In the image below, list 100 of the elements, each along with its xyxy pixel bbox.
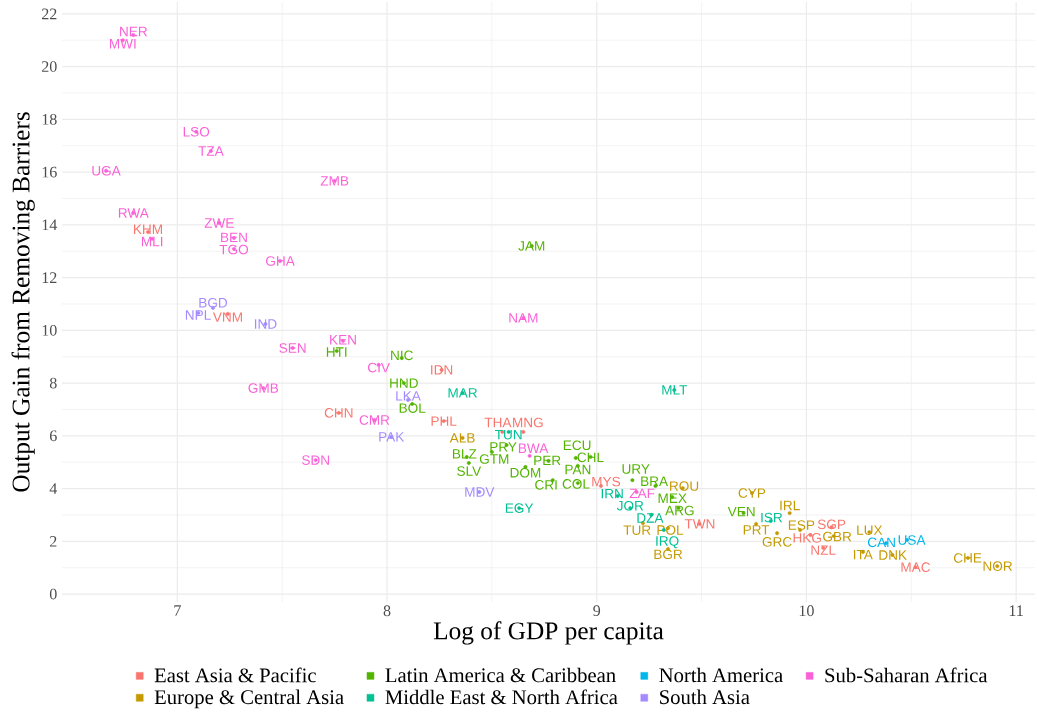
data-label: ISR xyxy=(761,512,783,523)
data-label: MWI xyxy=(109,39,136,49)
point xyxy=(527,453,532,458)
data-label: COL xyxy=(562,479,590,489)
data-label: LSO xyxy=(183,126,210,137)
legend-label: East Asia & Pacific xyxy=(154,667,316,683)
data-label: GMB xyxy=(248,383,279,393)
data-label: BRA xyxy=(641,476,669,486)
x-tick-label: 7 xyxy=(174,605,181,616)
data-label: DNK xyxy=(879,550,907,560)
y-tick-label: 20 xyxy=(42,61,57,72)
data-label: CHN xyxy=(324,408,353,418)
data-label: SEN xyxy=(279,343,306,353)
y-tick-label: 0 xyxy=(49,588,57,600)
data-label: SDN xyxy=(302,455,329,465)
x-tick-label: 11 xyxy=(1009,605,1023,616)
data-label: ZAF xyxy=(629,488,655,499)
data-label: VNM xyxy=(212,312,242,322)
legend-label: Latin America & Caribbean xyxy=(385,667,616,683)
data-label: MNG xyxy=(513,417,543,428)
data-label: ALB xyxy=(449,433,475,443)
data-label: JOR xyxy=(616,500,644,511)
x-axis-title: Log of GDP per capita xyxy=(433,621,664,645)
data-label: BLZ xyxy=(452,449,477,459)
data-label: NIC xyxy=(391,350,413,361)
data-label: PRY xyxy=(490,442,517,452)
data-label: MAC xyxy=(901,562,931,572)
data-label: TZA xyxy=(198,146,224,156)
data-label: MLT xyxy=(662,385,688,395)
data-label: GTM xyxy=(479,454,509,464)
legend-label: Middle East & North Africa xyxy=(385,689,618,705)
data-label: TUN xyxy=(495,430,522,440)
point xyxy=(630,478,635,483)
x-tick-label: 8 xyxy=(383,605,391,617)
data-label: BEN xyxy=(221,232,247,242)
data-label: JAM xyxy=(518,241,545,251)
y-tick-label: 18 xyxy=(42,113,57,125)
data-label: ROU xyxy=(670,481,699,491)
point xyxy=(787,511,792,516)
data-label: ARG xyxy=(665,505,694,516)
data-label: USA xyxy=(898,535,926,545)
data-label: LUX xyxy=(857,525,883,535)
data-label: CMR xyxy=(359,415,390,425)
data-label: GHA xyxy=(266,256,295,266)
data-label: URY xyxy=(622,464,650,474)
data-label: MYS xyxy=(592,476,621,487)
point xyxy=(466,461,471,465)
y-tick-label: 10 xyxy=(42,324,57,336)
data-label: PRT xyxy=(743,525,770,535)
data-label: MAR xyxy=(448,388,477,398)
data-label: CHE xyxy=(953,553,982,563)
data-label: BGR xyxy=(654,549,683,560)
data-label: ESP xyxy=(788,520,815,530)
data-label: DOM xyxy=(510,467,541,478)
data-label: TUR xyxy=(623,525,651,535)
data-label: THA xyxy=(484,417,512,428)
data-label: BGD xyxy=(199,297,228,308)
data-label: IRN xyxy=(601,488,623,499)
data-label: NAM xyxy=(509,313,538,323)
x-tick-label: 9 xyxy=(593,605,601,617)
data-label: SLV xyxy=(457,466,482,476)
data-label: RWA xyxy=(118,208,149,218)
data-label: IRQ xyxy=(656,536,679,549)
data-label: ECU xyxy=(563,440,591,451)
data-label: ZMB xyxy=(320,176,349,186)
y-tick-label: 6 xyxy=(49,430,57,442)
data-label: DZA xyxy=(637,513,664,523)
legend-label: South Asia xyxy=(660,689,750,705)
data-label: CHL xyxy=(577,452,604,463)
y-tick-label: 8 xyxy=(49,377,57,389)
y-tick-label: 4 xyxy=(49,483,58,494)
data-label: SGP xyxy=(817,519,846,530)
data-label: NER xyxy=(120,26,148,37)
data-label: MLI xyxy=(141,236,163,247)
data-label: MEX xyxy=(658,493,687,503)
data-label: CRI xyxy=(535,480,557,490)
legend-label: North America xyxy=(659,667,783,683)
data-label: ZWE xyxy=(204,218,234,228)
data-label: PAN xyxy=(565,464,591,475)
data-label: HTI xyxy=(326,347,347,357)
data-label: HKG xyxy=(793,533,821,543)
data-label: NZL xyxy=(811,545,836,555)
legend-label: Europe & Central Asia xyxy=(154,689,344,709)
data-label: BWA xyxy=(518,443,549,453)
x-tick-label: 10 xyxy=(799,605,814,617)
data-label: POL xyxy=(657,525,684,535)
data-label: NOR xyxy=(983,561,1013,571)
data-label: VEN xyxy=(727,506,755,517)
y-tick-label: 16 xyxy=(42,166,57,178)
data-label: KEN xyxy=(330,335,356,345)
data-label: HND xyxy=(390,378,418,388)
data-label: IRL xyxy=(780,500,800,511)
point xyxy=(775,531,780,536)
y-tick-label: 14 xyxy=(42,219,58,231)
data-label: GBR xyxy=(823,531,852,542)
data-label: KHM xyxy=(133,224,162,234)
data-label: TGO xyxy=(219,244,249,255)
data-label: IND xyxy=(254,319,277,329)
y-tick-label: 22 xyxy=(42,8,57,20)
data-label: NPL xyxy=(185,310,211,320)
